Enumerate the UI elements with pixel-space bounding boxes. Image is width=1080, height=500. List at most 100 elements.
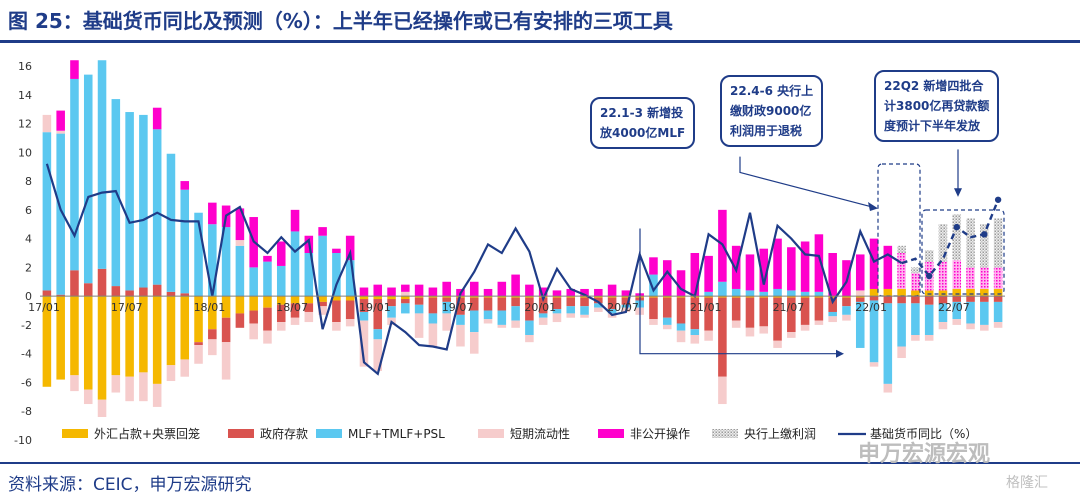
bar-mlf bbox=[538, 313, 548, 318]
bar-pboc bbox=[980, 224, 989, 268]
bar-mlf bbox=[745, 290, 755, 297]
bar-fx bbox=[194, 296, 203, 343]
legend-label-mlf: MLF+TMLF+PSL bbox=[348, 427, 445, 441]
bar-short bbox=[139, 372, 148, 402]
bar-fx bbox=[56, 296, 65, 380]
legend-swatch-pub bbox=[598, 429, 624, 438]
bar-fx bbox=[594, 296, 603, 298]
forecast-point bbox=[981, 231, 988, 238]
arrow-profit-head bbox=[868, 201, 878, 211]
bar-mlf bbox=[511, 306, 520, 321]
x-tick-label: 21/01 bbox=[690, 301, 722, 314]
bar-short bbox=[442, 313, 451, 331]
bar-fx bbox=[373, 296, 383, 300]
bar-mlf bbox=[235, 245, 245, 297]
bar-pboc bbox=[924, 250, 934, 262]
y-tick-label: 2 bbox=[25, 261, 32, 274]
bar-short bbox=[511, 320, 520, 328]
watermark-corner: 格隆汇 bbox=[1006, 475, 1048, 491]
bar-short bbox=[152, 383, 162, 407]
bar-gov bbox=[552, 297, 562, 310]
bar-pub bbox=[414, 284, 424, 297]
bar-pub bbox=[180, 181, 190, 190]
bar-short bbox=[649, 319, 658, 325]
bar-mlf bbox=[414, 304, 424, 314]
bar-fx bbox=[235, 296, 245, 314]
bar-mlf bbox=[855, 301, 865, 348]
bar-gov bbox=[869, 296, 879, 301]
bar-mlf bbox=[525, 320, 534, 335]
legend-label-line: 基础货币同比（%） bbox=[870, 426, 977, 441]
bar-pboc bbox=[911, 267, 920, 274]
bar-mlf bbox=[428, 313, 438, 324]
bar-fx bbox=[828, 296, 837, 298]
bar-mlf bbox=[345, 260, 355, 297]
bar-mlf bbox=[387, 306, 396, 318]
bar-short bbox=[497, 324, 507, 328]
annotation-mlf: 22.1-3 新增投 放4000亿MLF bbox=[590, 97, 696, 149]
bar-fx bbox=[208, 296, 217, 330]
bar-pub bbox=[855, 254, 865, 291]
bar-pboc bbox=[897, 245, 906, 253]
bar-pub bbox=[332, 248, 341, 253]
bar-pub bbox=[869, 238, 879, 289]
bar-fx bbox=[525, 296, 534, 298]
bar-pub bbox=[318, 227, 327, 236]
bar-short bbox=[538, 317, 548, 325]
bar-pub bbox=[580, 288, 589, 297]
bar-gov bbox=[139, 287, 148, 297]
x-tick-label: 18/07 bbox=[276, 301, 308, 314]
bar-short bbox=[221, 342, 231, 380]
x-tick-label: 19/01 bbox=[359, 301, 391, 314]
bar-gov bbox=[511, 297, 520, 307]
bar-fx bbox=[249, 296, 258, 311]
bar-short bbox=[469, 332, 479, 354]
y-tick-label: -8 bbox=[21, 405, 32, 418]
annotation-profit: 22.4-6 央行上 缴财政9000亿 利润用于退税 bbox=[720, 75, 824, 147]
bar-gov bbox=[897, 296, 906, 304]
bar-pub bbox=[690, 253, 700, 297]
bar-gov bbox=[538, 297, 548, 314]
bar-gov bbox=[359, 299, 369, 312]
bar-mlf bbox=[759, 291, 769, 297]
legend-label-short: 短期流动性 bbox=[510, 427, 570, 441]
bar-gov bbox=[980, 296, 989, 302]
bar-pub bbox=[993, 267, 1003, 289]
bar-gov bbox=[414, 297, 424, 305]
y-tick-label: -6 bbox=[21, 376, 32, 389]
bar-mlf bbox=[580, 306, 589, 315]
y-tick-label: -10 bbox=[14, 434, 32, 447]
bar-short bbox=[166, 365, 176, 382]
bar-gov bbox=[594, 297, 603, 304]
bar-gov bbox=[249, 310, 258, 324]
bar-gov bbox=[304, 303, 314, 312]
bar-short bbox=[373, 339, 383, 371]
bar-pboc bbox=[952, 214, 962, 261]
bar-short bbox=[194, 345, 203, 364]
bar-gov bbox=[938, 296, 948, 304]
bar-mlf bbox=[97, 60, 107, 269]
bar-fx bbox=[814, 296, 824, 298]
bar-pub bbox=[70, 60, 79, 79]
bar-fx bbox=[221, 296, 231, 318]
bar-gov bbox=[759, 297, 769, 327]
bar-fx bbox=[759, 296, 769, 298]
bar-short bbox=[690, 334, 700, 344]
bar-short bbox=[304, 311, 314, 323]
bar-gov bbox=[828, 297, 837, 312]
bar-gov bbox=[166, 291, 176, 297]
bar-short bbox=[869, 362, 879, 367]
bar-short bbox=[70, 375, 79, 392]
bar-mlf bbox=[966, 301, 975, 324]
bar-mlf bbox=[980, 301, 989, 325]
source-note: 资料来源：CEIC，申万宏源研究 bbox=[8, 475, 252, 495]
bar-pub bbox=[387, 287, 396, 297]
bar-short bbox=[428, 323, 438, 347]
bar-fx bbox=[97, 296, 107, 400]
bar-mlf bbox=[497, 310, 507, 325]
bar-mlf bbox=[42, 132, 52, 291]
page-title: 图 25：基础货币同比及预测（%）：上半年已经操作或已有安排的三项工具 bbox=[8, 9, 673, 33]
bar-short bbox=[263, 330, 272, 344]
bar-gov bbox=[580, 297, 589, 307]
bar-fx bbox=[773, 296, 782, 298]
